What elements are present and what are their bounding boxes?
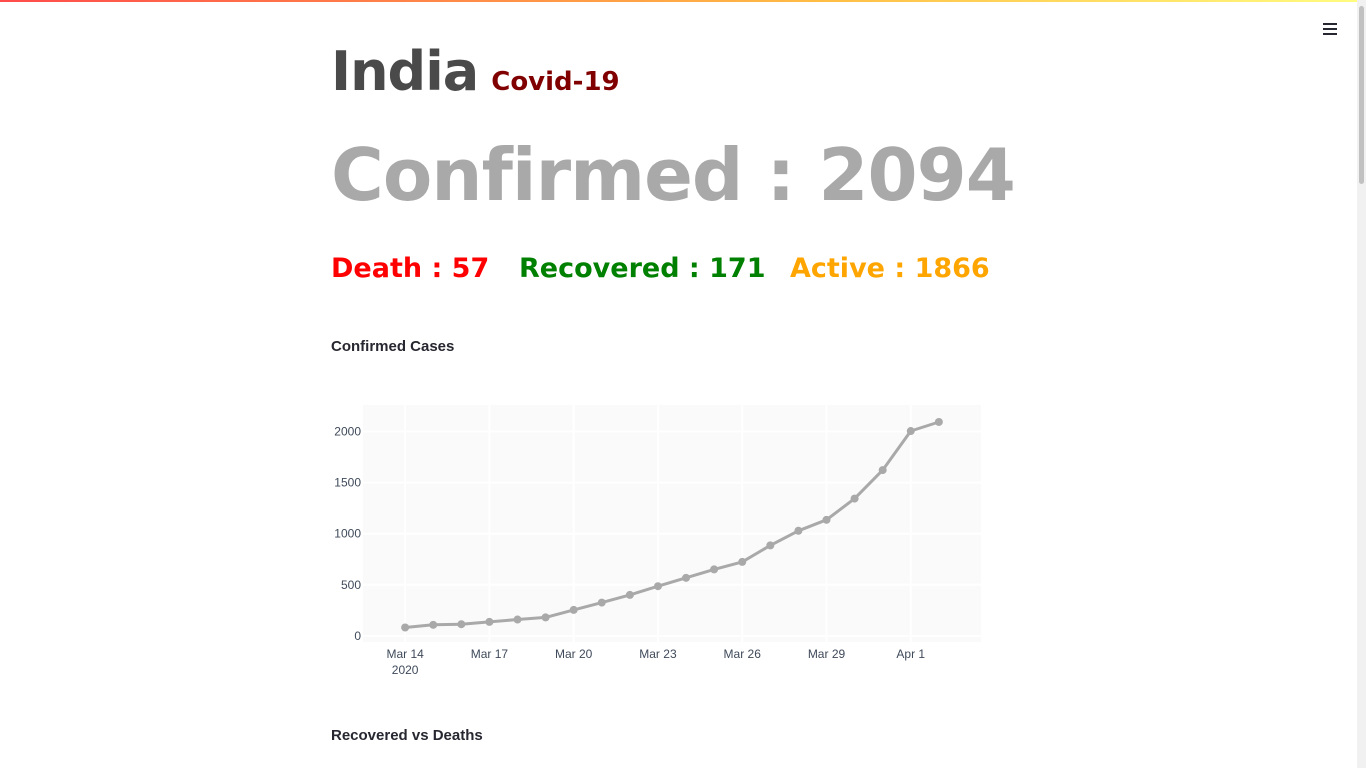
data-point <box>822 515 831 524</box>
y-tick-label: 0 <box>354 629 361 643</box>
page-title: India Covid-19 <box>331 40 620 103</box>
recovered-vs-deaths-heading: Recovered vs Deaths <box>331 727 483 744</box>
hamburger-menu-icon <box>1322 21 1338 40</box>
data-point <box>682 573 691 582</box>
confirmed-cases-heading: Confirmed Cases <box>331 338 455 355</box>
data-point <box>541 613 550 622</box>
data-point <box>569 605 578 614</box>
data-point <box>794 526 803 535</box>
x-tick-label: Mar 20 <box>555 647 593 661</box>
confirmed-series-line <box>404 420 940 629</box>
x-tick-label: Mar 23 <box>639 647 677 661</box>
data-point <box>513 615 522 624</box>
x-tick-label: Mar 17 <box>471 647 509 661</box>
disease-subtitle: Covid-19 <box>491 67 620 97</box>
scrollbar-thumb[interactable] <box>1359 6 1364 184</box>
confirmed-cases-chart[interactable]: Mar 14 Mar 17 Mar 20 Mar 23 Mar 26 Mar 29 Apr … <box>331 395 991 685</box>
x-tick-label: Mar 26 <box>724 647 762 661</box>
data-point <box>485 617 494 626</box>
active-count: Active : 1866 <box>790 253 990 284</box>
death-count: Death : 57 <box>331 253 490 284</box>
data-point <box>738 557 747 566</box>
confirmed-count: Confirmed : 2094 <box>331 133 1016 217</box>
page-scrollbar[interactable] <box>1357 0 1366 768</box>
y-tick-label: 1500 <box>334 476 361 490</box>
recovered-count: Recovered : 171 <box>519 253 766 284</box>
data-point <box>597 598 606 607</box>
data-point <box>401 623 410 632</box>
main-menu-button[interactable] <box>1318 18 1342 42</box>
y-tick-label: 1000 <box>334 527 361 541</box>
plot-background <box>363 405 981 642</box>
data-point <box>653 582 662 591</box>
data-point <box>710 565 719 574</box>
top-decoration-bar <box>0 0 1366 2</box>
y-tick-label: 2000 <box>334 425 361 439</box>
main-content: India Covid-19 Confirmed : 2094 Death : … <box>331 0 1016 768</box>
x-tick-label: Apr 1 <box>896 647 925 661</box>
data-point <box>878 466 887 475</box>
data-point <box>850 494 859 503</box>
data-point <box>625 590 634 599</box>
data-point <box>934 417 943 426</box>
data-point <box>906 427 915 436</box>
data-point <box>429 620 438 629</box>
x-tick-label: Mar 14 <box>386 647 424 661</box>
y-tick-label: 500 <box>341 578 361 592</box>
x-tick-year-label: 2020 <box>392 663 419 677</box>
country-title: India <box>331 40 479 103</box>
data-point <box>766 541 775 550</box>
x-tick-label: Mar 29 <box>808 647 846 661</box>
data-point <box>457 620 466 629</box>
